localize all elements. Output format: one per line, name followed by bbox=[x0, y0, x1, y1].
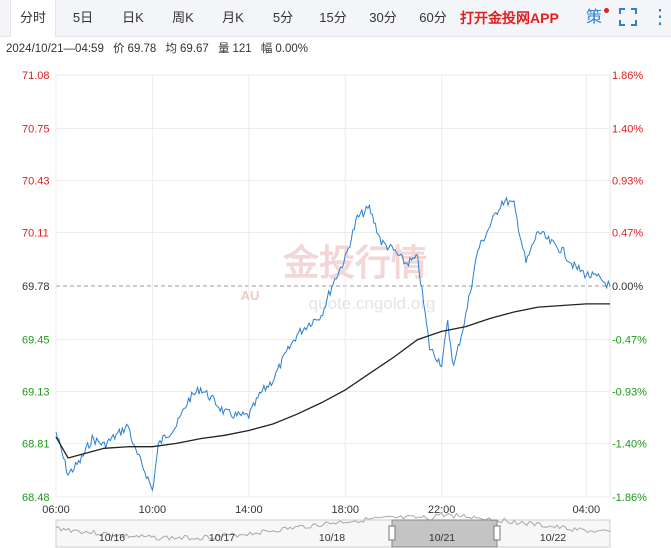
price-value: 69.78 bbox=[127, 43, 157, 55]
period-tab[interactable]: 分时 bbox=[10, 0, 56, 37]
x-tick-label: 18:00 bbox=[331, 504, 359, 516]
volume-label: 量 bbox=[218, 43, 230, 55]
avg-label: 均 bbox=[165, 43, 178, 55]
chart-grid bbox=[55, 74, 611, 498]
navigator-handle-right[interactable] bbox=[493, 525, 501, 541]
quote-datetime: 2024/10/21—04:59 bbox=[6, 43, 104, 55]
x-tick-label: 06:00 bbox=[42, 504, 70, 516]
fullscreen-icon[interactable] bbox=[619, 8, 637, 26]
average-line bbox=[55, 303, 610, 459]
navigator-selection bbox=[391, 519, 498, 548]
percent-tick-label: -1.86% bbox=[612, 492, 647, 504]
navigator-date-label: 10/21 bbox=[429, 532, 455, 544]
x-tick-label: 22:00 bbox=[428, 504, 456, 516]
y-tick-label: 71.08 bbox=[22, 70, 50, 82]
watermark-logo: AU bbox=[241, 288, 260, 303]
period-tab[interactable]: 15分 bbox=[319, 10, 347, 25]
navigator-date-label: 10/16 bbox=[99, 532, 125, 544]
percent-tick-label: -0.93% bbox=[612, 387, 647, 399]
y-tick-label: 70.43 bbox=[22, 176, 50, 188]
period-tab[interactable]: 60分 bbox=[419, 10, 447, 25]
period-tab[interactable]: 月K bbox=[222, 10, 244, 25]
y-tick-label: 69.45 bbox=[22, 335, 50, 347]
percent-tick-label: 1.40% bbox=[612, 124, 643, 136]
y-tick-label: 68.48 bbox=[22, 492, 50, 504]
watermark: AU 金投行情 quote.cngold.org bbox=[241, 242, 436, 313]
y-tick-label: 69.78 bbox=[22, 281, 50, 293]
range-navigator[interactable]: 10/16 10/17 10/18 10/21 10/22 bbox=[55, 511, 611, 548]
navigator-handle-left[interactable] bbox=[388, 525, 396, 541]
notification-dot bbox=[604, 8, 609, 13]
percent-tick-label: 0.93% bbox=[612, 176, 643, 188]
percent-tick-label: 0.47% bbox=[612, 227, 643, 239]
y-axis-price: 71.08 70.75 70.43 70.11 69.78 69.45 69.13 68.81… bbox=[22, 70, 50, 504]
percent-tick-label: 0.00% bbox=[612, 281, 643, 293]
change-value: 0.00% bbox=[275, 43, 309, 55]
period-tab[interactable]: 日K bbox=[122, 10, 144, 25]
strategy-button[interactable]: 策 bbox=[586, 9, 603, 26]
y-tick-label: 70.75 bbox=[22, 124, 50, 136]
percent-tick-label: -1.40% bbox=[612, 438, 647, 450]
avg-value: 69.67 bbox=[180, 43, 209, 55]
y-tick-label: 68.81 bbox=[22, 438, 50, 450]
price-line bbox=[55, 196, 611, 492]
period-toolbar: 分时 5日 日K 周K 月K 5分 15分 30分 60分 打开金投网APP 策 ⋮ bbox=[0, 0, 671, 37]
quote-info-line: 2024/10/21—04:59 价 69.78 均 69.67 量 121 幅 0.0… bbox=[6, 40, 314, 56]
open-app-link[interactable]: 打开金投网APP bbox=[460, 10, 559, 26]
period-tab[interactable]: 5日 bbox=[72, 10, 94, 25]
percent-tick-label: -0.47% bbox=[612, 335, 647, 347]
price-label: 价 bbox=[113, 43, 125, 55]
period-tab[interactable]: 30分 bbox=[369, 10, 397, 25]
navigator-date-label: 10/22 bbox=[540, 532, 566, 544]
x-tick-label: 14:00 bbox=[235, 504, 263, 516]
series-layer bbox=[55, 196, 611, 492]
watermark-url: quote.cngold.org bbox=[309, 294, 436, 313]
navigator-date-label: 10/17 bbox=[209, 532, 235, 544]
more-menu-icon[interactable]: ⋮ bbox=[650, 6, 670, 28]
navigator-overview-line bbox=[55, 511, 611, 541]
volume-value: 121 bbox=[232, 43, 252, 55]
period-tab[interactable]: 5分 bbox=[272, 10, 294, 25]
x-tick-label: 10:00 bbox=[139, 504, 167, 516]
y-tick-label: 69.13 bbox=[22, 387, 50, 399]
period-tab[interactable]: 周K bbox=[172, 10, 194, 25]
percent-tick-label: 1.86% bbox=[612, 70, 643, 82]
x-axis: 06:00 10:00 14:00 18:00 22:00 04:00 bbox=[42, 504, 600, 516]
x-tick-label: 04:00 bbox=[573, 504, 601, 516]
y-axis-percent: 1.86% 1.40% 0.93% 0.47% 0.00% -0.47% -0.93% -1.… bbox=[612, 70, 647, 504]
y-tick-label: 70.11 bbox=[22, 227, 49, 239]
change-label: 幅 bbox=[260, 43, 273, 55]
watermark-text: 金投行情 bbox=[282, 242, 427, 283]
navigator-date-label: 10/18 bbox=[319, 532, 345, 544]
